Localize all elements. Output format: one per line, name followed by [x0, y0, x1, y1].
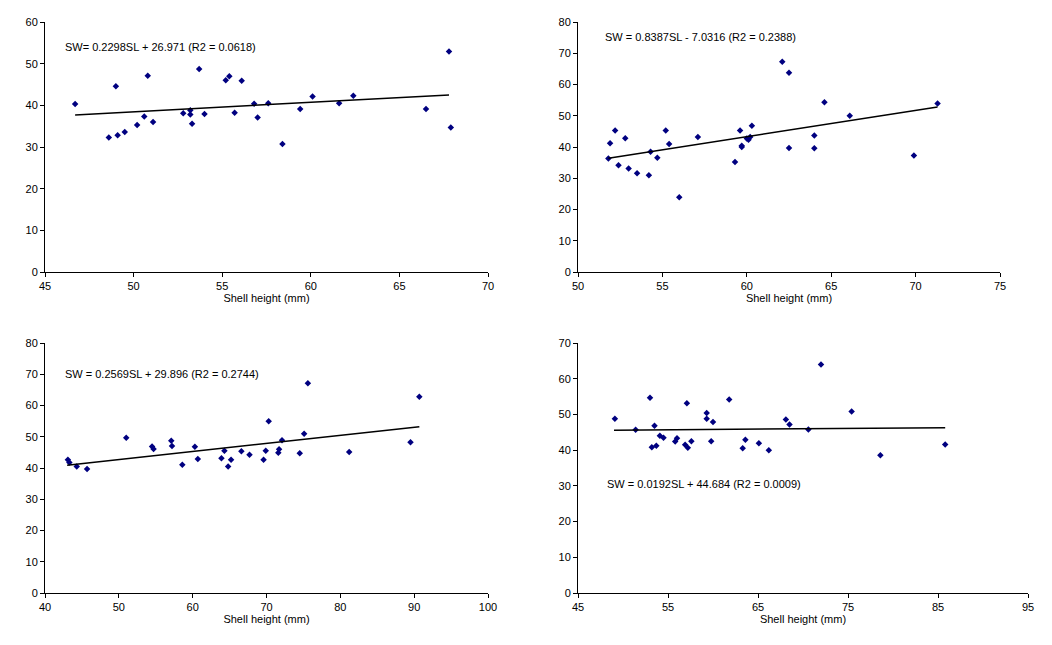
svg-text:Shell height (mm): Shell height (mm): [223, 613, 309, 625]
svg-text:10: 10: [26, 556, 38, 568]
svg-text:50: 50: [113, 601, 125, 613]
svg-text:80: 80: [559, 16, 571, 28]
svg-text:95: 95: [1022, 601, 1034, 613]
svg-text:40: 40: [559, 141, 571, 153]
svg-text:70: 70: [559, 337, 571, 349]
svg-text:60: 60: [187, 601, 199, 613]
svg-text:0: 0: [565, 587, 571, 599]
svg-text:70: 70: [26, 368, 38, 380]
svg-text:40: 40: [559, 444, 571, 456]
svg-text:70: 70: [559, 47, 571, 59]
svg-text:90: 90: [408, 601, 420, 613]
svg-text:100: 100: [479, 601, 497, 613]
svg-text:30: 30: [559, 172, 571, 184]
svg-text:80: 80: [334, 601, 346, 613]
svg-text:0: 0: [32, 266, 38, 278]
svg-text:SW= 0.2298SL + 26.971 (R2 = 0.: SW= 0.2298SL + 26.971 (R2 = 0.0618): [65, 41, 256, 53]
svg-text:40: 40: [26, 462, 38, 474]
svg-text:65: 65: [393, 280, 405, 292]
svg-text:60: 60: [26, 399, 38, 411]
svg-text:65: 65: [825, 280, 837, 292]
svg-text:50: 50: [26, 58, 38, 70]
svg-text:55: 55: [662, 601, 674, 613]
svg-text:10: 10: [559, 235, 571, 247]
svg-text:70: 70: [909, 280, 921, 292]
svg-text:40: 40: [26, 99, 38, 111]
svg-text:30: 30: [26, 141, 38, 153]
svg-text:60: 60: [559, 78, 571, 90]
svg-text:85: 85: [932, 601, 944, 613]
svg-text:60: 60: [305, 280, 317, 292]
svg-text:50: 50: [559, 408, 571, 420]
svg-text:10: 10: [559, 551, 571, 563]
svg-text:75: 75: [842, 601, 854, 613]
svg-text:SW = 0.0192SL + 44.684 (R2 = 0: SW = 0.0192SL + 44.684 (R2 = 0.0009): [607, 478, 801, 490]
svg-text:SW = 0.8387SL - 7.0316 (R2 = 0: SW = 0.8387SL - 7.0316 (R2 = 0.2388): [605, 31, 796, 43]
svg-text:55: 55: [216, 280, 228, 292]
svg-text:20: 20: [559, 203, 571, 215]
svg-text:30: 30: [559, 480, 571, 492]
svg-text:SW = 0.2569SL + 29.896 (R2 = 0: SW = 0.2569SL + 29.896 (R2 = 0.2744): [65, 368, 259, 380]
svg-text:10: 10: [26, 224, 38, 236]
svg-text:50: 50: [26, 431, 38, 443]
svg-text:70: 70: [260, 601, 272, 613]
svg-text:0: 0: [32, 587, 38, 599]
svg-text:75: 75: [994, 280, 1006, 292]
svg-text:50: 50: [572, 280, 584, 292]
svg-text:50: 50: [127, 280, 139, 292]
svg-text:60: 60: [741, 280, 753, 292]
svg-text:20: 20: [559, 515, 571, 527]
svg-text:0: 0: [565, 266, 571, 278]
svg-text:50: 50: [559, 110, 571, 122]
svg-text:45: 45: [572, 601, 584, 613]
svg-text:65: 65: [752, 601, 764, 613]
svg-text:20: 20: [26, 183, 38, 195]
svg-text:Shell height (mm): Shell height (mm): [746, 292, 832, 304]
svg-text:80: 80: [26, 337, 38, 349]
svg-text:60: 60: [26, 16, 38, 28]
svg-text:60: 60: [559, 373, 571, 385]
svg-text:40: 40: [39, 601, 51, 613]
svg-text:30: 30: [26, 493, 38, 505]
svg-text:Shell height (mm): Shell height (mm): [760, 613, 846, 625]
svg-text:45: 45: [39, 280, 51, 292]
svg-text:20: 20: [26, 524, 38, 536]
svg-text:55: 55: [656, 280, 668, 292]
svg-text:70: 70: [482, 280, 494, 292]
svg-text:Shell height (mm): Shell height (mm): [223, 292, 309, 304]
